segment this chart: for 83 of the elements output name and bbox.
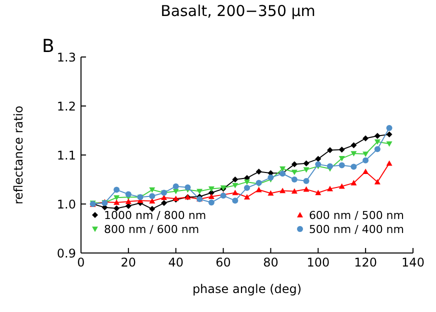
- legend-label: 600 nm / 500 nm: [308, 208, 404, 222]
- point: [184, 184, 191, 190]
- point: [303, 186, 310, 192]
- point: [386, 125, 392, 132]
- x-tick-label: 120: [354, 256, 378, 270]
- point: [350, 180, 357, 186]
- legend-label: 1000 nm / 800 nm: [104, 208, 206, 222]
- point: [208, 194, 214, 200]
- x-tick-label: 20: [120, 256, 136, 270]
- point: [291, 188, 298, 194]
- x-tick-label: 0: [77, 256, 85, 270]
- y-tick-label: 1.1: [56, 148, 76, 162]
- chart-title: Basalt, 200−350 μm: [160, 2, 316, 20]
- point: [114, 186, 120, 193]
- x-axis-title: phase angle (deg): [192, 282, 302, 296]
- point: [386, 160, 392, 166]
- point: [338, 156, 345, 162]
- text: B: [42, 36, 54, 57]
- point: [172, 188, 179, 194]
- point: [244, 194, 250, 200]
- x-tick-label: 40: [168, 256, 184, 270]
- point: [350, 164, 357, 170]
- point: [149, 187, 156, 193]
- point: [350, 151, 357, 157]
- point: [161, 200, 167, 206]
- point: [208, 186, 214, 192]
- point: [374, 178, 380, 184]
- point: [327, 147, 333, 154]
- y-tick-label: 1.2: [56, 99, 76, 114]
- point: [149, 206, 156, 212]
- y-tick-label: 1.0: [56, 197, 76, 212]
- point: [291, 161, 298, 168]
- point: [256, 186, 262, 192]
- legend-label: 800 nm / 600 nm: [104, 222, 200, 236]
- point: [256, 168, 262, 175]
- point: [125, 191, 132, 198]
- point: [244, 184, 250, 191]
- point: [244, 180, 250, 185]
- point: [362, 152, 369, 158]
- point: [338, 162, 345, 168]
- point: [149, 193, 156, 200]
- x-tick-label: 80: [263, 256, 278, 270]
- point: [232, 182, 238, 188]
- point: [232, 176, 238, 182]
- point: [303, 178, 310, 184]
- y-tick-label: 1.3: [56, 50, 76, 64]
- point: [386, 131, 392, 138]
- point: [268, 190, 274, 196]
- point: [386, 141, 392, 147]
- x-tick-label: 140: [402, 256, 424, 270]
- y-axis-title: reflectance ratio: [11, 106, 26, 204]
- point: [374, 146, 380, 152]
- point: [362, 135, 369, 142]
- point: [338, 146, 345, 153]
- point: [303, 167, 310, 173]
- point: [362, 168, 369, 174]
- x-tick-label: 60: [216, 256, 231, 270]
- point: [196, 188, 203, 194]
- point: [362, 157, 369, 164]
- y-tick-label: 0.9: [56, 246, 76, 260]
- point: [327, 163, 333, 170]
- point: [291, 170, 298, 176]
- point: [374, 132, 380, 139]
- point: [280, 188, 286, 194]
- point: [327, 186, 333, 192]
- point: [208, 200, 214, 206]
- point: [232, 190, 238, 196]
- point: [268, 174, 274, 181]
- point: [232, 198, 238, 204]
- point: [303, 160, 310, 166]
- point: [125, 198, 132, 204]
- point: [315, 156, 322, 162]
- point: [374, 139, 380, 145]
- point: [350, 142, 357, 148]
- point: [338, 183, 345, 189]
- legend-label: 500 nm / 400 nm: [308, 222, 404, 236]
- point: [315, 190, 322, 196]
- point: [114, 195, 120, 201]
- point: [315, 161, 322, 168]
- point: [291, 176, 298, 182]
- point: [172, 183, 179, 190]
- point: [114, 200, 120, 205]
- x-tick-label: 100: [306, 256, 330, 270]
